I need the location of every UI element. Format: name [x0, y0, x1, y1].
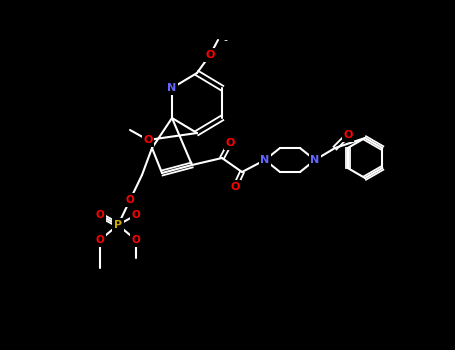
Text: N: N	[167, 83, 177, 93]
Text: O: O	[230, 182, 240, 192]
Text: O: O	[205, 50, 215, 60]
Text: O: O	[225, 138, 235, 148]
Text: O: O	[126, 195, 134, 205]
Text: -: -	[223, 35, 227, 45]
Text: O: O	[96, 235, 104, 245]
Text: O: O	[96, 210, 104, 220]
Text: O: O	[131, 235, 141, 245]
Text: N: N	[260, 155, 270, 165]
Text: O: O	[131, 210, 141, 220]
Text: N: N	[310, 155, 319, 165]
Text: P: P	[114, 220, 122, 230]
Text: O: O	[344, 130, 353, 140]
Text: O: O	[143, 135, 153, 145]
